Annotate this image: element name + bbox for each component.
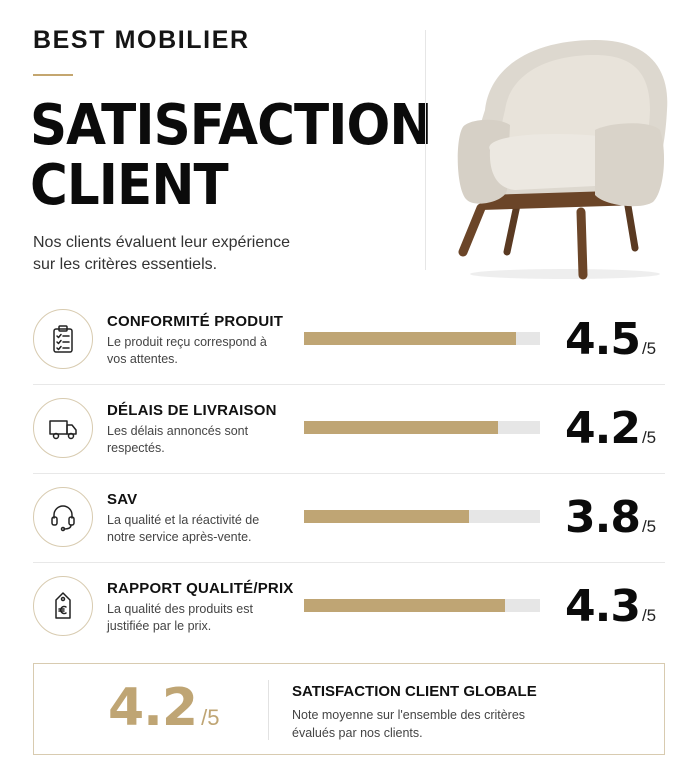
- criterion-description: Le produit reçu correspond à vos attente…: [107, 335, 267, 366]
- criterion-title: SAV: [107, 491, 138, 508]
- title-line-2: CLIENT: [30, 153, 229, 218]
- criterion-row-sav: SAV La qualité et la réactivité de notre…: [33, 474, 665, 563]
- score-bar: [304, 599, 540, 612]
- delivery-truck-icon: [33, 398, 93, 458]
- score-value: 4.5: [565, 314, 641, 365]
- score-bar-fill: [304, 599, 505, 612]
- score-bar-fill: [304, 332, 517, 345]
- global-divider: [268, 680, 269, 740]
- score-bar: [304, 510, 540, 523]
- clipboard-checklist-icon: [33, 309, 93, 369]
- criterion-score: 4.2/5: [565, 403, 665, 454]
- score-value: 4.2: [565, 403, 641, 454]
- score-max: /5: [641, 428, 657, 447]
- global-satisfaction-box: 4.2/5 SATISFACTION CLIENT GLOBALE Note m…: [33, 663, 665, 755]
- score-value: 4.3: [565, 581, 641, 632]
- criterion-score: 3.8/5: [565, 492, 665, 543]
- score-max: /5: [641, 339, 657, 358]
- global-score-value: 4.2: [108, 678, 198, 738]
- criterion-row-qualite-prix: RAPPORT QUALITÉ/PRIX La qualité des prod…: [33, 563, 665, 652]
- criteria-list: CONFORMITÉ PRODUIT Le produit reçu corre…: [33, 296, 665, 652]
- criterion-title: DÉLAIS DE LIVRAISON: [107, 402, 277, 419]
- criterion-title: RAPPORT QUALITÉ/PRIX: [107, 580, 294, 597]
- score-bar: [304, 421, 540, 434]
- criterion-row-conformite: CONFORMITÉ PRODUIT Le produit reçu corre…: [33, 296, 665, 385]
- title-line-1: SATISFACTION: [30, 93, 432, 158]
- criterion-description: La qualité des produits est justifiée pa…: [107, 602, 253, 633]
- criterion-row-delais: DÉLAIS DE LIVRAISON Les délais annoncés …: [33, 385, 665, 474]
- score-bar-fill: [304, 510, 470, 523]
- global-score-max: /5: [201, 705, 220, 730]
- headset-icon: [33, 487, 93, 547]
- score-max: /5: [641, 517, 657, 536]
- score-value: 3.8: [565, 492, 641, 543]
- global-title: SATISFACTION CLIENT GLOBALE: [292, 683, 537, 700]
- euro-price-tag-icon: [33, 576, 93, 636]
- vertical-divider: [425, 30, 426, 270]
- gold-divider: [33, 74, 73, 76]
- criterion-score: 4.3/5: [565, 581, 665, 632]
- score-bar-fill: [304, 421, 498, 434]
- global-description: Note moyenne sur l'ensemble des critères…: [292, 708, 526, 740]
- score-max: /5: [641, 606, 657, 625]
- global-score: 4.2/5: [108, 678, 219, 738]
- criterion-description: La qualité et la réactivité de notre ser…: [107, 513, 260, 544]
- page-subtitle: Nos clients évaluent leur expérience sur…: [33, 234, 291, 273]
- armchair-image: [457, 40, 668, 280]
- criterion-title: CONFORMITÉ PRODUIT: [107, 313, 284, 330]
- criterion-description: Les délais annoncés sont respectés.: [107, 424, 249, 455]
- score-bar: [304, 332, 540, 345]
- brand-name: BEST MOBILIER: [33, 26, 250, 54]
- criterion-score: 4.5/5: [565, 314, 665, 365]
- page-title: SATISFACTION CLIENT: [30, 96, 432, 216]
